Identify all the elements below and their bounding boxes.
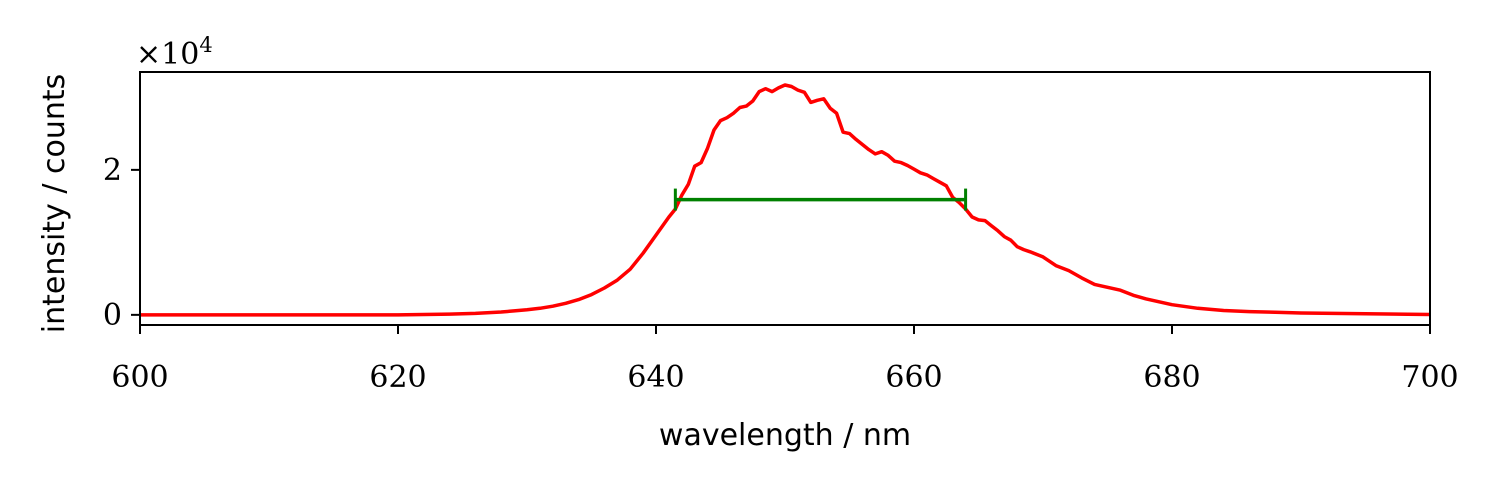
x-tick-label: 660 — [885, 360, 942, 395]
y-multiplier-base: ×10 — [136, 37, 199, 72]
y-axis-label: intensity / counts — [37, 74, 72, 334]
y-tick-label: 0 — [103, 298, 122, 333]
y-tick-label: 2 — [103, 153, 122, 188]
x-tick-label: 700 — [1401, 360, 1458, 395]
y-axis-multiplier: ×104 — [136, 33, 213, 72]
x-tick-label: 600 — [111, 360, 168, 395]
x-tick-label: 620 — [369, 360, 426, 395]
spectrum-line — [140, 83, 1431, 317]
x-axis-label: wavelength / nm — [659, 418, 911, 453]
x-tick-label: 680 — [1143, 360, 1200, 395]
y-multiplier-exponent: 4 — [199, 33, 212, 57]
plot-frame — [139, 71, 1431, 326]
x-tick-label: 640 — [627, 360, 684, 395]
